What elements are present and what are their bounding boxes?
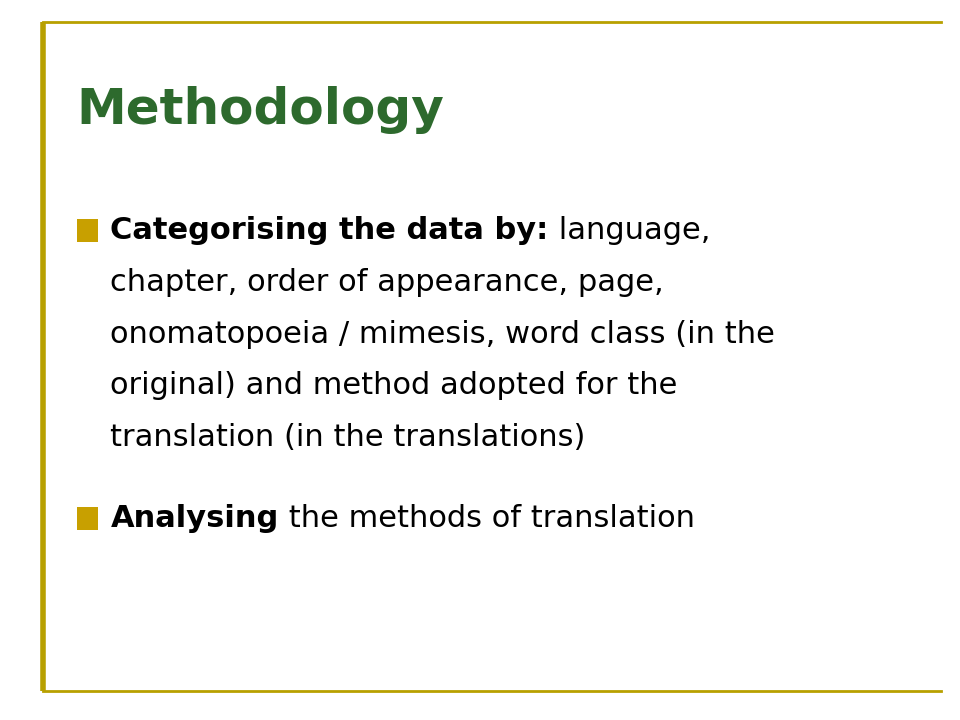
Text: translation (in the translations): translation (in the translations) bbox=[110, 423, 586, 452]
Text: Methodology: Methodology bbox=[77, 86, 444, 135]
Text: chapter, order of appearance, page,: chapter, order of appearance, page, bbox=[110, 268, 664, 297]
Text: onomatopoeia / mimesis, word class (in the: onomatopoeia / mimesis, word class (in t… bbox=[110, 320, 776, 348]
Text: language,: language, bbox=[549, 216, 710, 245]
Bar bbox=[77, 219, 98, 242]
Bar bbox=[77, 507, 98, 530]
Text: the methods of translation: the methods of translation bbox=[278, 504, 695, 533]
Text: Analysing: Analysing bbox=[110, 504, 278, 533]
Text: Categorising the data by:: Categorising the data by: bbox=[110, 216, 549, 245]
Text: original) and method adopted for the: original) and method adopted for the bbox=[110, 372, 678, 400]
